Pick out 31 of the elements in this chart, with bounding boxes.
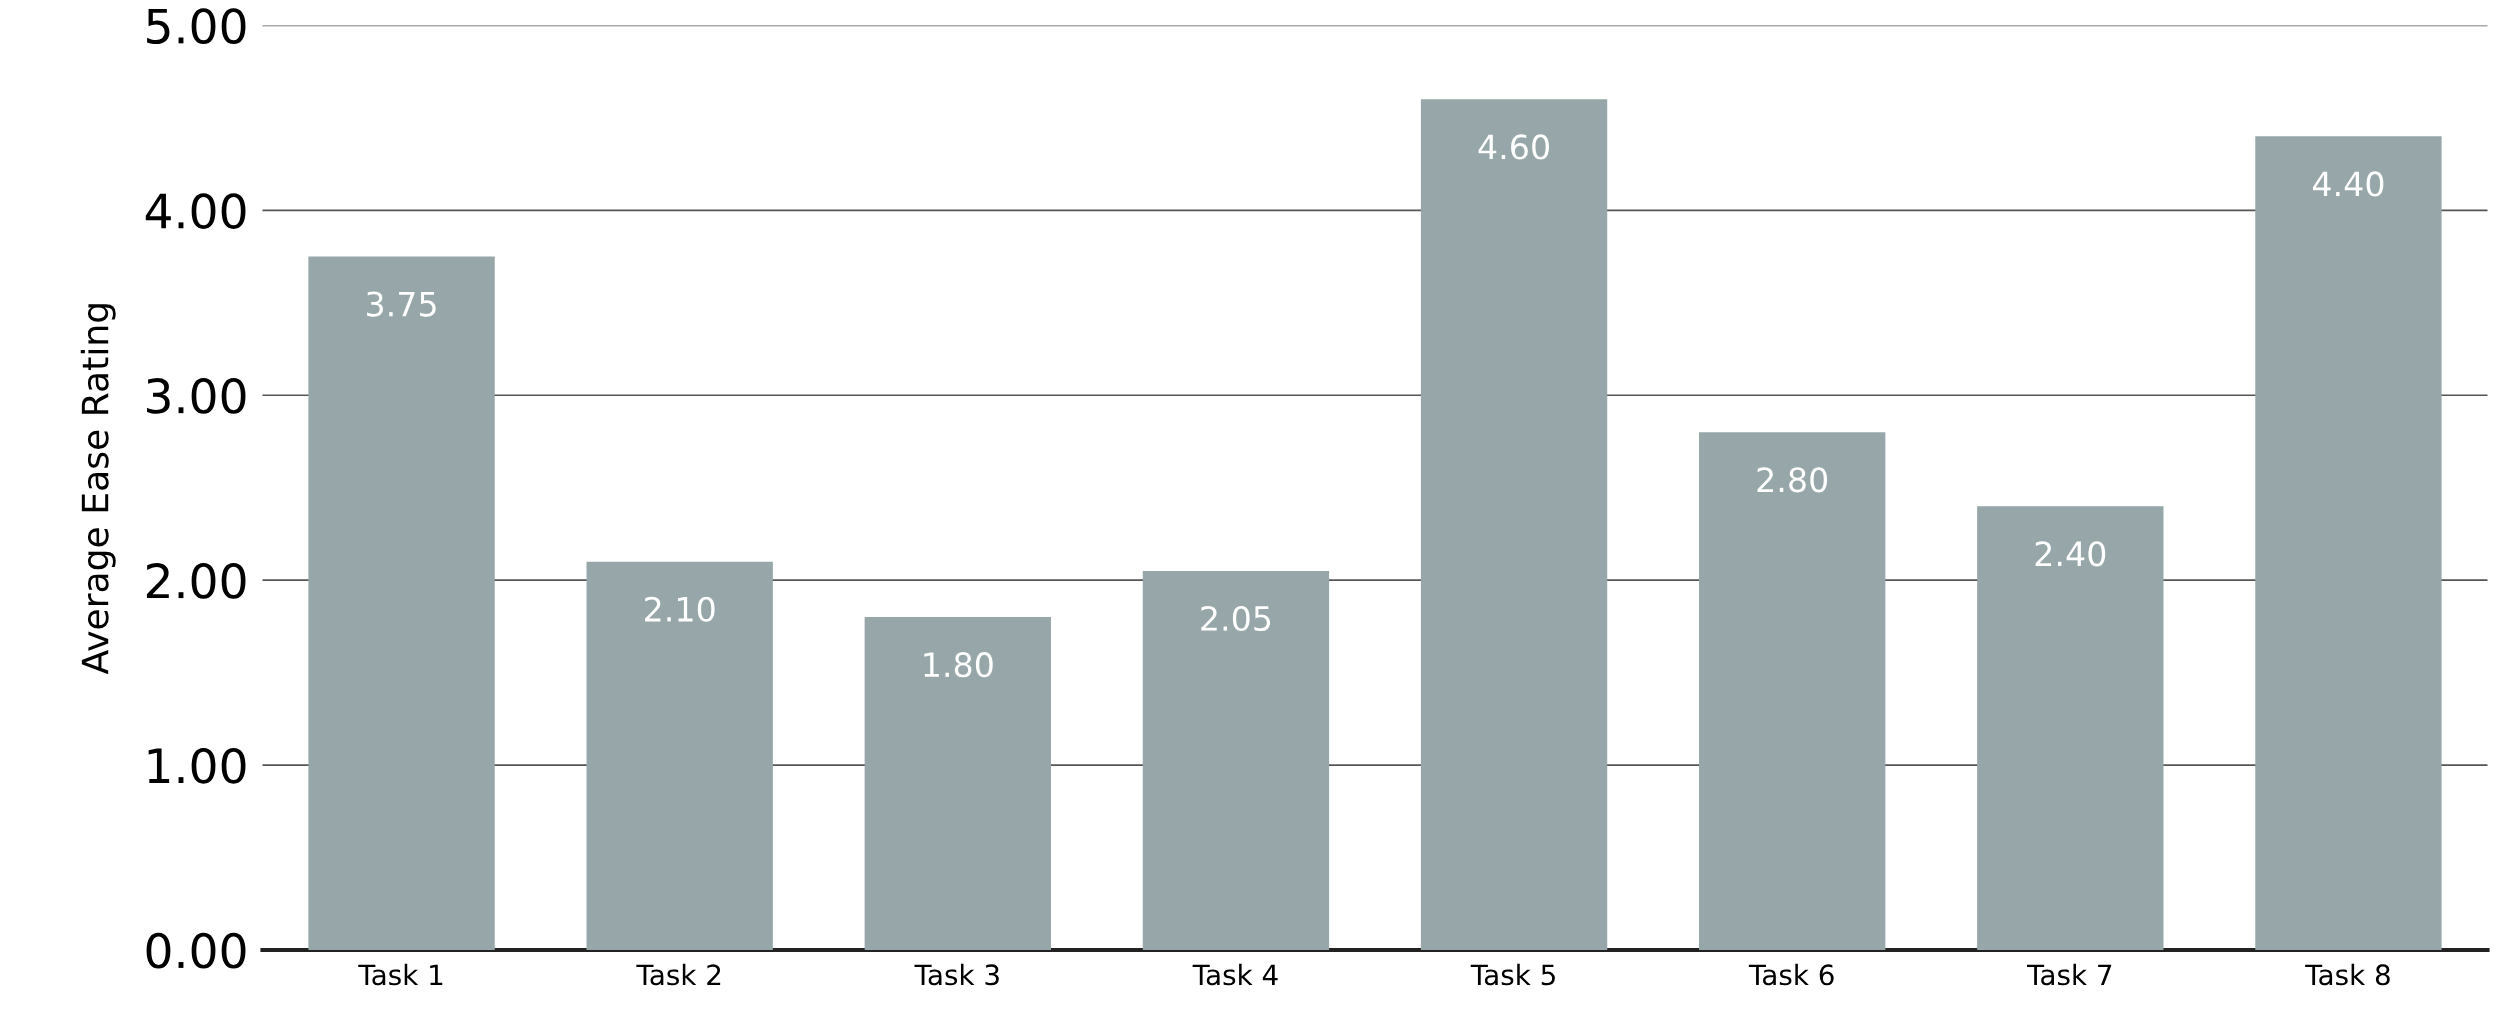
x-tick-label: Task 6: [1748, 963, 1834, 986]
data-label: 2.40: [2035, 541, 2106, 567]
x-tick-label: Task 8: [2305, 963, 2390, 986]
y-tick-label: 5.00: [147, 8, 246, 45]
x-tick-label: Task 7: [2027, 963, 2112, 986]
x-tick-label: Task 3: [914, 963, 999, 986]
data-label: 4.40: [2312, 171, 2384, 197]
x-tick-label: Task 1: [358, 963, 443, 986]
y-tick-label: 0.00: [146, 932, 246, 969]
data-label: 2.80: [1757, 467, 1828, 493]
data-label: 2.05: [1201, 605, 1271, 632]
x-tick-label: Task 2: [636, 963, 721, 986]
data-label: 1.80: [924, 652, 993, 678]
data-label: 3.75: [366, 291, 436, 317]
y-tick-label: 4.00: [145, 193, 246, 229]
bar: [864, 617, 1051, 950]
bar: [1420, 99, 1608, 950]
y-tick-label: 1.00: [148, 747, 246, 784]
bar: [1142, 570, 1330, 950]
y-tick-label: 2.00: [146, 563, 246, 599]
bar: [308, 256, 495, 950]
bar: [1699, 432, 1886, 950]
y-axis-title: Average Ease Rating: [80, 304, 116, 675]
data-label: 2.10: [645, 596, 715, 622]
data-label: 4.60: [1478, 134, 1549, 160]
bar: [1977, 506, 2164, 950]
y-tick-label: 3.00: [147, 378, 246, 414]
bar: [586, 561, 773, 950]
bar: [2255, 136, 2442, 950]
x-tick-label: Task 4: [1192, 963, 1278, 986]
x-tick-label: Task 5: [1470, 963, 1555, 986]
